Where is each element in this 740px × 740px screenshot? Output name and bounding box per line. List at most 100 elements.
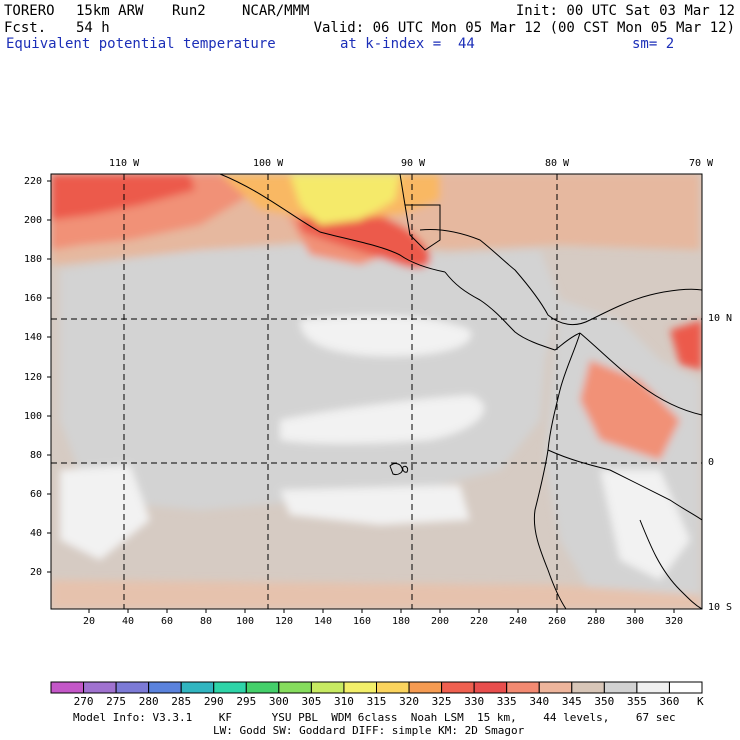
lon-label-110w: 110 W <box>109 158 140 169</box>
tan-region-bottom <box>51 580 700 609</box>
x-tick-label: 320 <box>665 616 684 627</box>
colorbar-swatch <box>50 681 85 694</box>
colorbar-swatch <box>115 681 150 694</box>
x-tick-label: 160 <box>353 616 372 627</box>
x-tick-label: 240 <box>509 616 528 627</box>
red-region-venezuela <box>670 320 702 370</box>
colorbar-swatch <box>148 681 182 694</box>
x-tick-label: 80 <box>200 616 213 627</box>
init-time: Init: 00 UTC Sat 03 Mar 12 <box>515 3 735 19</box>
x-tick-label: 120 <box>275 616 294 627</box>
forecast-hours: 54 h <box>76 20 110 36</box>
y-tick-label: 120 <box>24 372 43 383</box>
x-tick-label: 260 <box>548 616 567 627</box>
colorbar-swatch <box>636 681 670 694</box>
colorbar-swatch <box>180 681 215 694</box>
y-tick-label: 200 <box>24 215 43 226</box>
colorbar-label: 360 <box>659 695 680 708</box>
y-tick-label: 20 <box>30 567 43 578</box>
gray-region-central <box>60 245 560 510</box>
y-tick-label: 60 <box>30 489 43 500</box>
coastline-south-america <box>533 332 581 609</box>
coastline-caribbean <box>419 229 702 326</box>
border-mexico-north <box>399 174 406 206</box>
colorbar-swatch <box>343 681 378 694</box>
border-guatemala <box>404 204 441 251</box>
colorbar-swatch <box>278 681 312 694</box>
coastline-central-america <box>444 271 581 351</box>
colorbar-label: 345 <box>561 695 582 708</box>
colorbar-label: 300 <box>268 695 289 708</box>
org-label: NCAR/MMM <box>242 3 310 19</box>
colorbar-label: 275 <box>106 695 127 708</box>
x-tick-label: 220 <box>470 616 489 627</box>
colorbar-unit: K <box>697 695 704 708</box>
colorbar-label: 295 <box>236 695 257 708</box>
physics-info-line: LW: Godd SW: Goddard DIFF: simple KM: 2D… <box>213 724 525 737</box>
border-ecuador-peru <box>547 449 702 521</box>
colorbar-label: 290 <box>203 695 224 708</box>
x-tick-label: 60 <box>161 616 174 627</box>
colorbar-swatch <box>376 681 410 694</box>
x-tick-label: 300 <box>626 616 645 627</box>
colorbar-swatch <box>538 681 573 694</box>
lat-label-10s: 10 S <box>708 602 733 613</box>
y-tick-label: 100 <box>24 411 43 422</box>
colorbar-label: 325 <box>431 695 452 708</box>
x-tick-label: 100 <box>236 616 255 627</box>
yellow-region-mexico <box>290 174 400 225</box>
lon-label-100w: 100 W <box>253 158 284 169</box>
border-peru-bolivia <box>639 519 702 609</box>
galapagos-islands <box>389 463 409 475</box>
colorbar-label: 335 <box>496 695 517 708</box>
colorbar-label: 310 <box>334 695 354 708</box>
y-tick-label: 160 <box>24 293 43 304</box>
colorbar-label: 270 <box>73 695 94 708</box>
model-info-line: Model Info: V3.3.1 KF YSU PBL WDM 6class… <box>73 711 676 724</box>
y-tick-label: 220 <box>24 176 43 187</box>
forecast-label: Fcst. <box>4 20 47 36</box>
colorbar <box>50 681 703 694</box>
red-region-northwest <box>51 174 195 220</box>
plot-frame <box>50 173 703 610</box>
colorbar-label: 315 <box>366 695 387 708</box>
colorbar-label: 305 <box>301 695 322 708</box>
colorbar-label: 350 <box>594 695 615 708</box>
x-tick-label: 40 <box>122 616 135 627</box>
model-resolution: 15km ARW <box>76 3 144 19</box>
y-tick-label: 180 <box>24 254 43 265</box>
axis-ticks <box>47 180 675 613</box>
colorbar-label: 340 <box>529 695 550 708</box>
colorbar-swatch <box>83 681 117 694</box>
valid-time: Valid: 06 UTC Mon 05 Mar 12 (00 CST Mon … <box>313 20 735 36</box>
x-tick-label: 200 <box>431 616 450 627</box>
graticule <box>51 174 702 609</box>
x-tick-label: 180 <box>392 616 411 627</box>
colorbar-swatch <box>473 681 508 694</box>
lon-label-90w: 90 W <box>401 158 426 169</box>
colorbar-swatch <box>310 681 345 694</box>
colorbar-swatch <box>408 681 443 694</box>
colorbar-swatch <box>245 681 280 694</box>
field-title: Equivalent potential temperature <box>6 36 276 52</box>
lat-label-equator: 0 <box>708 457 715 468</box>
colorbar-swatch <box>668 681 703 694</box>
white-patch-southwest <box>60 465 150 560</box>
salmon-region-andes <box>580 360 680 460</box>
y-tick-label: 140 <box>24 332 43 343</box>
colorbar-label: 355 <box>626 695 647 708</box>
lon-label-80w: 80 W <box>545 158 570 169</box>
y-tick-label: 80 <box>30 450 43 461</box>
white-patch-andes <box>600 470 690 580</box>
lat-label-10n: 10 N <box>708 313 733 324</box>
colorbar-swatch <box>603 681 638 694</box>
x-tick-label: 20 <box>83 616 96 627</box>
colorbar-swatch <box>441 681 475 694</box>
model-name: TORERO <box>4 3 55 19</box>
border-colombia <box>579 332 702 416</box>
white-patch-center <box>300 315 472 357</box>
colorbar-swatch <box>506 681 540 694</box>
level-label: at k-index = 44 <box>340 36 475 52</box>
colorbar-label: 330 <box>464 695 485 708</box>
